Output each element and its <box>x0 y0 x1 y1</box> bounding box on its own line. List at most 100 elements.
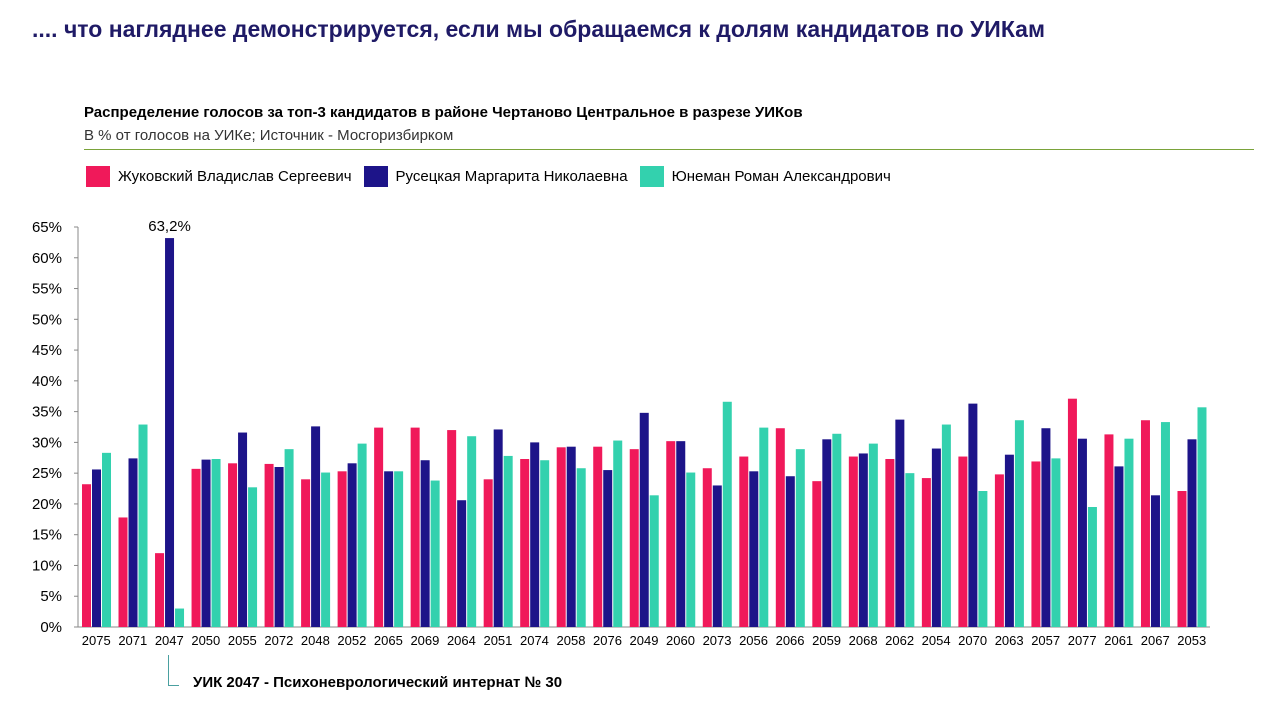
bar <box>868 443 878 627</box>
legend-label: Русецкая Маргарита Николаевна <box>395 168 628 185</box>
bar <box>739 456 749 627</box>
y-tick-label: 35% <box>32 404 62 421</box>
bar <box>858 453 868 627</box>
bar <box>201 459 211 627</box>
bar <box>447 430 457 627</box>
x-tick-label: 2070 <box>958 633 987 648</box>
bar <box>82 484 91 627</box>
bar <box>337 471 347 627</box>
legend-label: Юнеман Роман Александрович <box>671 168 891 185</box>
x-tick-label: 2054 <box>922 633 951 648</box>
bar <box>457 500 467 627</box>
bar <box>155 553 165 627</box>
bar <box>593 446 603 627</box>
bar <box>1150 495 1160 627</box>
chart-subtitle: В % от голосов на УИКе; Источник - Мосго… <box>84 127 454 144</box>
bar <box>749 471 759 627</box>
bar <box>1177 491 1187 627</box>
bar <box>357 443 367 627</box>
bar <box>311 426 321 627</box>
y-tick-label: 40% <box>32 373 62 390</box>
bar <box>483 479 493 627</box>
x-tick-label: 2048 <box>301 633 330 648</box>
bar <box>1187 439 1197 627</box>
bar <box>321 472 331 627</box>
bar <box>1087 507 1097 627</box>
bar <box>374 427 384 627</box>
bar <box>211 459 221 627</box>
x-tick-label: 2051 <box>483 633 512 648</box>
x-tick-label: 2056 <box>739 633 768 648</box>
bar <box>1197 407 1207 627</box>
x-tick-label: 2064 <box>447 633 476 648</box>
x-tick-label: 2071 <box>118 633 147 648</box>
y-tick-label: 10% <box>32 557 62 574</box>
bar <box>822 439 832 627</box>
bar <box>702 468 712 627</box>
bar <box>666 441 676 627</box>
bar <box>540 460 550 627</box>
bar <box>92 469 101 627</box>
bar <box>384 471 394 627</box>
x-tick-label: 2057 <box>1031 633 1060 648</box>
bar <box>676 441 686 627</box>
bar <box>394 471 404 627</box>
bar <box>712 485 722 627</box>
legend-swatch <box>86 166 110 187</box>
bar <box>576 468 586 627</box>
legend-label: Жуковский Владислав Сергеевич <box>118 168 352 185</box>
bar <box>639 412 649 627</box>
y-tick-label: 20% <box>32 496 62 513</box>
x-tick-label: 2058 <box>557 633 586 648</box>
y-tick-label: 30% <box>32 434 62 451</box>
bar <box>503 455 513 627</box>
bar <box>994 474 1004 627</box>
bar <box>1114 466 1124 627</box>
bar <box>1160 422 1170 627</box>
bar <box>812 481 822 627</box>
bar <box>629 449 639 627</box>
bar <box>530 442 540 627</box>
footnote: УИК 2047 - Психоневрологический интернат… <box>193 674 563 691</box>
bar <box>228 463 238 627</box>
bar <box>775 428 785 627</box>
bar <box>1014 420 1024 627</box>
bar <box>832 433 842 627</box>
bar <box>175 608 185 627</box>
x-tick-label: 2052 <box>337 633 366 648</box>
bar <box>921 478 931 627</box>
footnote-pointer <box>168 655 179 686</box>
bar <box>118 517 128 627</box>
bar <box>128 458 138 627</box>
bar <box>895 419 905 627</box>
x-tick-label: 2077 <box>1068 633 1097 648</box>
x-tick-label: 2075 <box>82 633 111 648</box>
legend-swatch <box>639 166 664 187</box>
slide-title: .... что нагляднее демонстрируется, если… <box>32 16 1045 42</box>
bar <box>649 495 659 627</box>
legend-item-yuneman: Юнеман Роман Александрович <box>639 166 891 187</box>
x-tick-label: 2073 <box>703 633 732 648</box>
legend-item-rusetskaya: Русецкая Маргарита Николаевна <box>363 166 628 187</box>
bar <box>1004 454 1014 627</box>
x-tick-label: 2061 <box>1104 633 1133 648</box>
x-tick-label: 2066 <box>776 633 805 648</box>
bar <box>520 459 530 627</box>
bar <box>410 427 420 627</box>
bar <box>931 448 941 627</box>
title-divider <box>84 149 1254 150</box>
bar <box>722 401 732 627</box>
bar <box>759 427 769 627</box>
chart-title: Распределение голосов за топ-3 кандидато… <box>84 104 803 121</box>
x-tick-label: 2069 <box>410 633 439 648</box>
bar <box>905 473 915 627</box>
x-tick-label: 2068 <box>849 633 878 648</box>
x-tick-label: 2059 <box>812 633 841 648</box>
bar <box>238 432 248 627</box>
bar <box>1041 428 1051 627</box>
y-tick-label: 25% <box>32 465 62 482</box>
bar <box>978 491 988 627</box>
bar <box>301 479 311 627</box>
bar <box>430 480 440 627</box>
y-tick-label: 15% <box>32 527 62 544</box>
